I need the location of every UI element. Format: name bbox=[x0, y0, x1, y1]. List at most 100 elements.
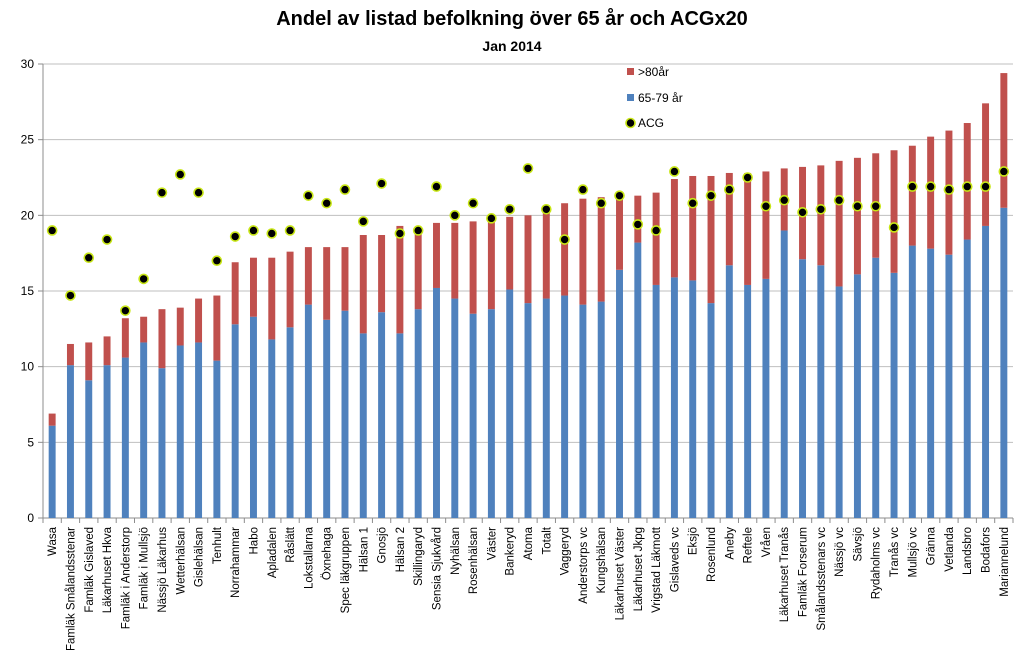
bar-65-79 bbox=[121, 357, 129, 518]
legend-label-over-80: >80år bbox=[638, 65, 669, 79]
bar-over-80 bbox=[725, 172, 733, 266]
acg-marker bbox=[907, 181, 918, 192]
x-category-label: Famläk i Anderstorp bbox=[120, 527, 132, 629]
x-category-label: Råslätt bbox=[285, 526, 297, 563]
x-category-label: Bankeryd bbox=[505, 527, 517, 576]
bar-over-80 bbox=[561, 203, 569, 296]
acg-marker bbox=[266, 228, 278, 239]
bar-65-79 bbox=[48, 425, 56, 518]
bar-65-79 bbox=[304, 304, 312, 518]
bar-over-80 bbox=[176, 307, 184, 346]
x-category-label: Sensia Sjukvård bbox=[431, 527, 443, 610]
acg-marker bbox=[467, 197, 479, 209]
acg-marker bbox=[83, 252, 95, 264]
bar-over-80 bbox=[487, 218, 495, 310]
x-category-label: Norrahammar bbox=[230, 527, 242, 598]
acg-marker bbox=[632, 219, 644, 230]
x-category-label: Läkarhuset Jkpg bbox=[633, 527, 645, 611]
acg-marker bbox=[815, 203, 827, 215]
x-category-label: Nyhälsan bbox=[450, 527, 462, 575]
acg-marker bbox=[614, 190, 625, 201]
x-category-label: Öxnehaga bbox=[322, 526, 334, 580]
acg-marker bbox=[778, 194, 790, 206]
bar-65-79 bbox=[652, 284, 660, 518]
bar-65-79 bbox=[908, 245, 916, 518]
bar-65-79 bbox=[872, 257, 880, 518]
acg-marker bbox=[193, 187, 204, 198]
acg-marker bbox=[229, 231, 241, 242]
bar-over-80 bbox=[689, 175, 697, 281]
acg-markers bbox=[46, 163, 1010, 316]
x-category-label: Skillingaryd bbox=[413, 527, 425, 586]
x-category-label: Tranås vc bbox=[889, 527, 901, 577]
bar-65-79 bbox=[597, 301, 605, 518]
x-category-label: Vaggeryd bbox=[560, 527, 572, 575]
bar-65-79 bbox=[561, 295, 569, 518]
legend: >80år 65-79 år ACG bbox=[625, 65, 683, 130]
y-tick-label: 25 bbox=[21, 133, 35, 147]
bar-65-79 bbox=[524, 303, 532, 518]
x-category-label: Läkarhuset Hkva bbox=[102, 526, 114, 613]
acg-marker bbox=[998, 166, 1010, 177]
acg-marker bbox=[394, 228, 406, 239]
bar-65-79 bbox=[487, 309, 495, 518]
acg-marker bbox=[303, 190, 314, 201]
bar-over-80 bbox=[597, 197, 605, 302]
x-category-label: Rosenlund bbox=[706, 527, 718, 582]
y-tick-label: 5 bbox=[27, 435, 34, 449]
bar-over-80 bbox=[670, 179, 678, 278]
chart-title: Andel av listad befolkning över 65 år oc… bbox=[276, 8, 748, 30]
bar-65-79 bbox=[268, 339, 276, 518]
category-labels: Wasa Famläk Smålandsstenar Famläk Gislaved… bbox=[47, 526, 1011, 651]
bar-65-79 bbox=[927, 248, 935, 519]
bar-over-80 bbox=[469, 221, 477, 314]
y-tick-label: 20 bbox=[21, 208, 35, 222]
bar-65-79 bbox=[85, 380, 93, 518]
bar-over-80 bbox=[286, 251, 294, 328]
legend-label-acg: ACG bbox=[638, 116, 664, 130]
acg-marker bbox=[925, 181, 936, 192]
bar-over-80 bbox=[579, 198, 587, 305]
acg-marker bbox=[412, 225, 424, 236]
legend-marker-acg bbox=[625, 117, 636, 129]
x-category-label: Atoma bbox=[523, 526, 535, 560]
x-category-label: Wetterhälsan bbox=[175, 527, 187, 595]
bar-over-80 bbox=[524, 215, 532, 304]
bar-over-80 bbox=[817, 165, 825, 266]
bar-65-79 bbox=[451, 298, 459, 518]
acg-marker bbox=[943, 184, 955, 195]
legend-swatch-65-79 bbox=[627, 94, 634, 101]
acg-marker bbox=[138, 273, 149, 285]
x-category-label: Gislaveds vc bbox=[669, 527, 681, 592]
bar-65-79 bbox=[286, 327, 294, 518]
acg-marker bbox=[961, 181, 973, 192]
acg-marker bbox=[321, 197, 332, 209]
axes: 0 5 10 15 20 25 30 bbox=[21, 57, 1014, 525]
acg-marker bbox=[870, 200, 882, 212]
acg-marker bbox=[980, 181, 991, 192]
acg-marker bbox=[797, 207, 808, 218]
legend-swatch-over-80 bbox=[627, 68, 634, 75]
x-category-label: Hälsan 2 bbox=[395, 527, 407, 572]
bar-over-80 bbox=[304, 247, 312, 305]
acg-marker bbox=[852, 200, 863, 212]
bar-65-79 bbox=[762, 278, 770, 518]
x-category-label: Sävsjö bbox=[852, 527, 864, 562]
bar-65-79 bbox=[963, 239, 971, 518]
acg-marker bbox=[742, 172, 753, 183]
acg-marker bbox=[687, 197, 699, 209]
x-category-label: Kungshälsan bbox=[596, 527, 608, 594]
bar-over-80 bbox=[652, 192, 660, 285]
acg-marker bbox=[595, 197, 607, 209]
bar-over-80 bbox=[451, 222, 459, 299]
x-category-label: Nässjö Läkarhus bbox=[157, 527, 169, 613]
bar-over-80 bbox=[506, 216, 514, 290]
x-category-label: Vråen bbox=[761, 527, 773, 557]
x-category-label: Tenhult bbox=[212, 526, 224, 564]
bar-65-79 bbox=[744, 284, 752, 518]
acg-marker bbox=[357, 216, 369, 227]
x-category-label: Famläk Forserum bbox=[798, 527, 810, 617]
bar-over-80 bbox=[982, 103, 990, 226]
bar-over-80 bbox=[158, 309, 166, 369]
x-category-label: Wasa bbox=[47, 526, 59, 556]
